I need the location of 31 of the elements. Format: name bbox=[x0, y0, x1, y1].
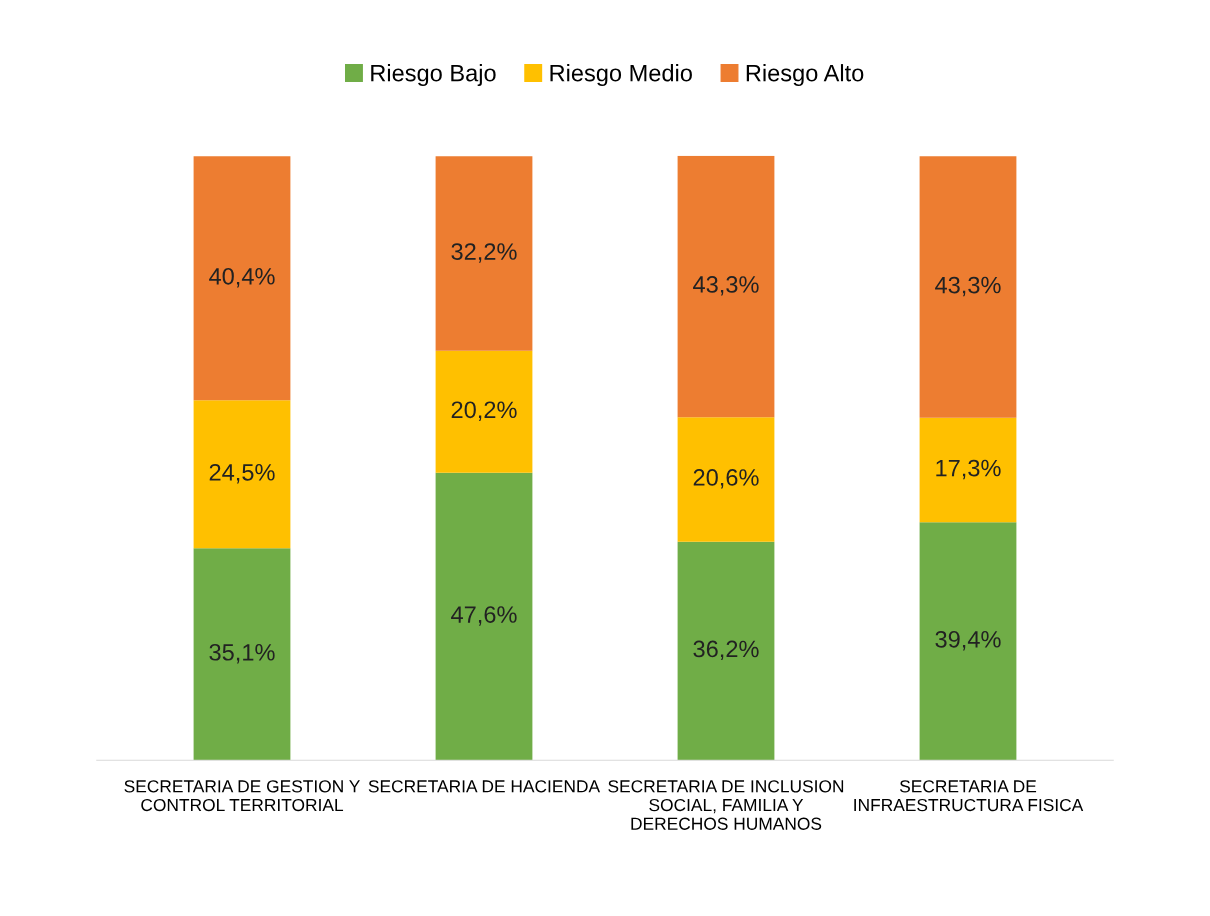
data-label: 17,3% bbox=[936, 459, 1001, 480]
bar bbox=[193, 400, 291, 549]
data-label: 39,4% bbox=[935, 630, 1001, 651]
data-label: 43,3% bbox=[693, 276, 759, 296]
bar bbox=[193, 156, 291, 401]
bar bbox=[919, 417, 1017, 523]
x-tick-label: SECRETARIA DE GESTION Y CONTROL TERRITORIAL bbox=[124, 780, 360, 812]
bar bbox=[435, 156, 533, 351]
x-tick-label: SECRETARIA DE HACIENDA bbox=[368, 780, 601, 793]
bar bbox=[435, 350, 533, 473]
legend-label: Riesgo Alto bbox=[746, 64, 864, 87]
legend-label: Riesgo Medio bbox=[550, 64, 692, 87]
data-label: 20,2% bbox=[451, 401, 517, 421]
data-label: 47,6% bbox=[451, 606, 517, 626]
bar bbox=[919, 156, 1017, 418]
data-label: 40,4% bbox=[209, 267, 275, 288]
data-label: 43,3% bbox=[935, 276, 1001, 297]
bar bbox=[677, 417, 775, 542]
data-label: 32,2% bbox=[451, 243, 517, 263]
data-label: 36,2% bbox=[693, 640, 759, 661]
data-label: 24,5% bbox=[209, 463, 275, 484]
bar bbox=[677, 541, 775, 761]
legend-label: Riesgo Bajo bbox=[371, 64, 496, 87]
bar bbox=[193, 548, 291, 761]
bar bbox=[677, 155, 775, 418]
x-tick-label: SECRETARIA DE INFRAESTRUCTURA FISICA bbox=[854, 780, 1084, 812]
bar bbox=[435, 472, 533, 761]
data-label: 20,6% bbox=[693, 469, 759, 489]
data-label: 35,1% bbox=[209, 643, 275, 664]
bar bbox=[919, 522, 1017, 761]
x-tick-label: SECRETARIA DE INCLUSION SOCIAL, FAMILIA Y DERECHOS HUMANOS bbox=[608, 780, 844, 830]
